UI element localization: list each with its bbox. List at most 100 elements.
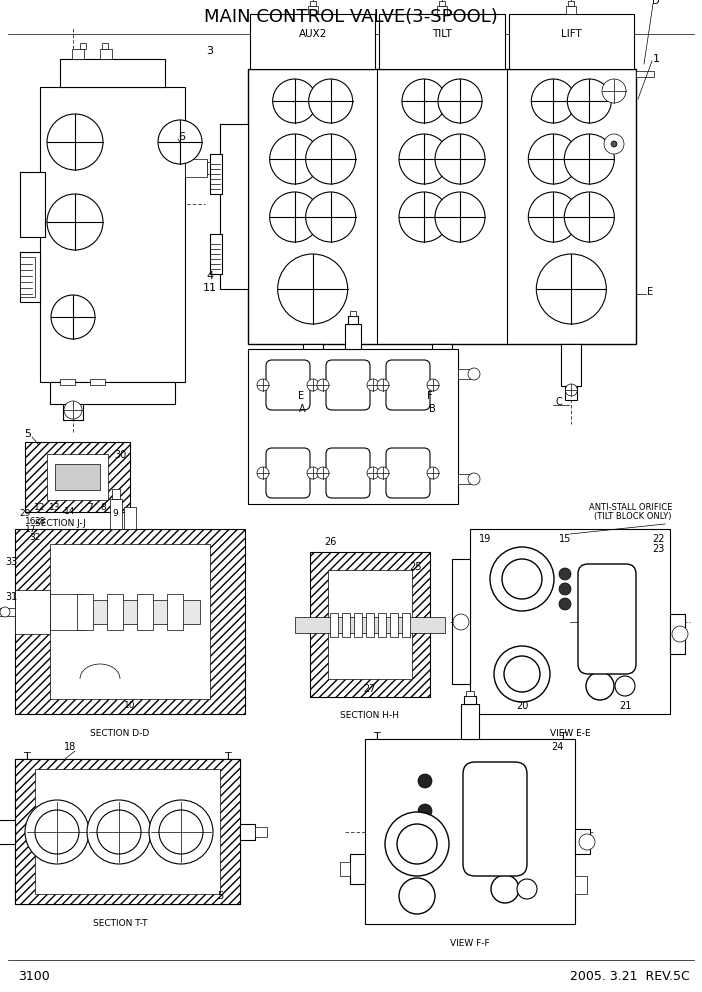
Text: 21: 21 bbox=[618, 701, 631, 711]
Circle shape bbox=[579, 834, 595, 850]
Circle shape bbox=[453, 614, 469, 630]
Bar bbox=[20, 257, 35, 297]
Bar bbox=[466, 691, 474, 696]
Circle shape bbox=[517, 879, 537, 899]
Text: MAIN CONTROL VALVE(3-SPOOL): MAIN CONTROL VALVE(3-SPOOL) bbox=[204, 8, 498, 26]
Bar bbox=[15, 759, 240, 904]
Circle shape bbox=[307, 467, 319, 479]
Bar bbox=[330, 613, 338, 637]
Bar bbox=[40, 87, 185, 382]
Text: B: B bbox=[429, 404, 435, 414]
Text: 11: 11 bbox=[203, 283, 217, 293]
Bar bbox=[40, 771, 215, 892]
Bar bbox=[255, 827, 267, 837]
Bar bbox=[248, 349, 458, 504]
Circle shape bbox=[64, 401, 82, 419]
Bar bbox=[461, 704, 479, 739]
Bar bbox=[77, 594, 93, 630]
FancyBboxPatch shape bbox=[578, 564, 636, 674]
Text: 29: 29 bbox=[20, 509, 31, 518]
Text: SECTION H-H: SECTION H-H bbox=[340, 710, 399, 719]
Circle shape bbox=[529, 134, 578, 184]
Circle shape bbox=[602, 79, 626, 103]
Circle shape bbox=[504, 656, 540, 692]
FancyBboxPatch shape bbox=[266, 360, 310, 410]
Circle shape bbox=[468, 368, 480, 380]
Text: T: T bbox=[24, 752, 30, 762]
Circle shape bbox=[502, 559, 542, 599]
Circle shape bbox=[270, 192, 319, 242]
Text: 1: 1 bbox=[652, 54, 659, 64]
Text: SECTION T-T: SECTION T-T bbox=[93, 920, 147, 929]
Bar bbox=[124, 507, 136, 529]
FancyBboxPatch shape bbox=[326, 448, 370, 498]
Bar bbox=[354, 613, 362, 637]
FancyBboxPatch shape bbox=[463, 762, 527, 876]
Bar bbox=[55, 464, 100, 490]
Bar bbox=[50, 544, 210, 699]
Bar bbox=[112, 489, 120, 499]
Text: 16: 16 bbox=[25, 517, 37, 526]
Circle shape bbox=[0, 607, 10, 617]
Bar bbox=[340, 862, 350, 876]
Circle shape bbox=[672, 626, 688, 642]
Circle shape bbox=[435, 134, 485, 184]
Bar bbox=[100, 49, 112, 59]
Text: T: T bbox=[559, 732, 567, 742]
Circle shape bbox=[468, 473, 480, 485]
Text: 14: 14 bbox=[65, 507, 76, 516]
Bar bbox=[509, 14, 634, 69]
Circle shape bbox=[307, 379, 319, 391]
Text: 27: 27 bbox=[364, 684, 376, 694]
Circle shape bbox=[270, 134, 319, 184]
Circle shape bbox=[309, 79, 352, 123]
Circle shape bbox=[47, 194, 103, 250]
Circle shape bbox=[559, 568, 571, 580]
Text: D: D bbox=[652, 0, 660, 6]
Text: LIFT: LIFT bbox=[561, 29, 582, 39]
Text: 3100: 3100 bbox=[18, 970, 50, 983]
Text: 18: 18 bbox=[64, 742, 76, 752]
Bar bbox=[15, 590, 50, 634]
Text: SECTION D-D: SECTION D-D bbox=[91, 729, 150, 738]
Bar bbox=[72, 49, 84, 59]
Text: T: T bbox=[225, 752, 232, 762]
Bar bbox=[437, 6, 447, 14]
Text: 24: 24 bbox=[551, 742, 563, 752]
Circle shape bbox=[377, 379, 389, 391]
Bar bbox=[328, 570, 412, 679]
Bar bbox=[15, 759, 240, 904]
Circle shape bbox=[399, 134, 449, 184]
Bar bbox=[307, 386, 319, 400]
Text: C: C bbox=[556, 397, 563, 407]
Text: 13: 13 bbox=[49, 503, 61, 512]
Text: ANTI-STALL ORIFICE: ANTI-STALL ORIFICE bbox=[588, 503, 672, 512]
Text: 2005. 3.21  REV.5C: 2005. 3.21 REV.5C bbox=[570, 970, 690, 983]
Text: F: F bbox=[428, 391, 433, 401]
Circle shape bbox=[418, 774, 432, 788]
Circle shape bbox=[257, 379, 269, 391]
Circle shape bbox=[377, 467, 389, 479]
Bar bbox=[670, 614, 685, 654]
Bar bbox=[350, 311, 356, 316]
Bar bbox=[0, 608, 15, 616]
Bar bbox=[350, 854, 365, 884]
Bar bbox=[20, 172, 45, 237]
Bar bbox=[210, 154, 222, 194]
Circle shape bbox=[529, 192, 578, 242]
Text: (TILT BLOCK ONLY): (TILT BLOCK ONLY) bbox=[595, 513, 672, 522]
Bar bbox=[0, 820, 15, 844]
Circle shape bbox=[402, 79, 446, 123]
Bar bbox=[378, 613, 386, 637]
Bar bbox=[436, 386, 448, 400]
Circle shape bbox=[158, 120, 202, 164]
Bar bbox=[402, 613, 410, 637]
Circle shape bbox=[399, 192, 449, 242]
Bar bbox=[185, 159, 207, 177]
Text: 25: 25 bbox=[409, 562, 421, 572]
Bar bbox=[458, 369, 470, 379]
Bar bbox=[90, 379, 105, 385]
Text: A: A bbox=[299, 404, 306, 414]
FancyBboxPatch shape bbox=[386, 448, 430, 498]
Bar bbox=[310, 552, 430, 697]
